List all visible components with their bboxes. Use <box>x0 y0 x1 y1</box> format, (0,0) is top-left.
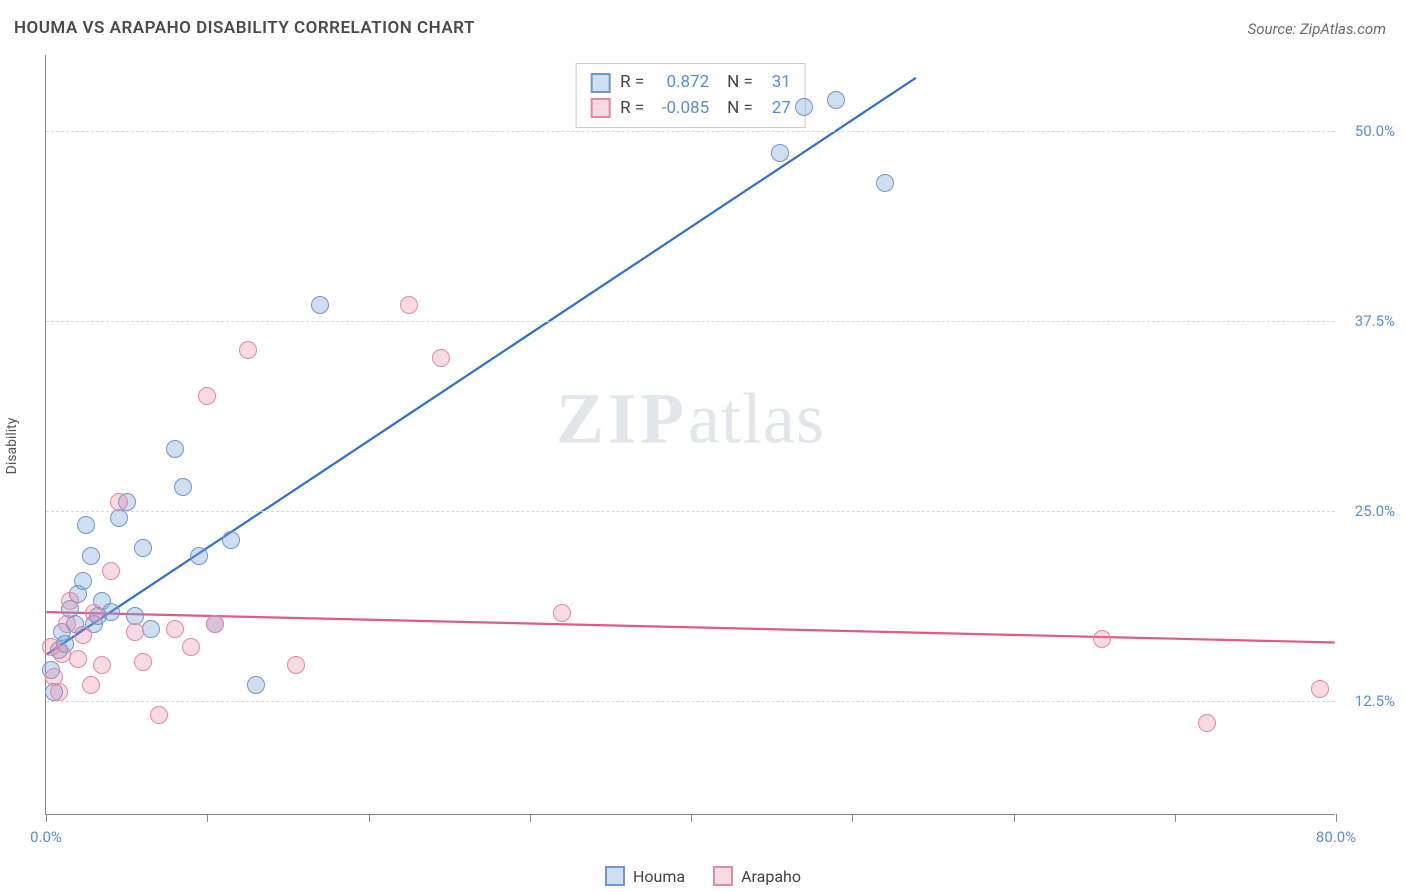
data-point <box>190 547 208 565</box>
correlation-legend: R =0.872N =31R =-0.085N =27 <box>575 63 806 128</box>
data-point <box>102 603 120 621</box>
data-point <box>74 572 92 590</box>
data-point <box>50 683 68 701</box>
data-point <box>795 98 813 116</box>
data-point <box>166 620 184 638</box>
trend-line <box>46 612 1334 642</box>
series-legend: Houma Arapaho <box>605 866 801 886</box>
source-label: Source: ZipAtlas.com <box>1248 20 1386 38</box>
legend-swatch <box>713 866 733 886</box>
data-point <box>74 626 92 644</box>
data-point <box>110 493 128 511</box>
x-tick <box>1175 814 1176 822</box>
data-point <box>61 592 79 610</box>
y-tick-label: 37.5% <box>1340 312 1395 330</box>
data-point <box>150 706 168 724</box>
trend-line <box>46 78 916 655</box>
data-point <box>198 387 216 405</box>
data-point <box>827 91 845 109</box>
data-point <box>126 623 144 641</box>
data-point <box>142 620 160 638</box>
data-point <box>174 478 192 496</box>
legend-swatch <box>590 98 610 118</box>
legend-row: R =0.872N =31 <box>590 70 791 96</box>
y-tick-label: 25.0% <box>1340 502 1395 520</box>
x-tick <box>369 814 370 822</box>
data-point <box>400 296 418 314</box>
data-point <box>134 653 152 671</box>
data-point <box>85 604 103 622</box>
plot-inner: ZIPatlas R =0.872N =31R =-0.085N =27 12.… <box>45 55 1335 815</box>
legend-swatch <box>590 73 610 93</box>
data-point <box>247 676 265 694</box>
x-tick <box>1336 814 1337 822</box>
legend-label: Arapaho <box>741 867 801 886</box>
data-point <box>771 144 789 162</box>
data-point <box>82 547 100 565</box>
data-point <box>553 604 571 622</box>
x-tick <box>691 814 692 822</box>
gridline <box>46 511 1335 512</box>
data-point <box>58 615 76 633</box>
data-point <box>102 562 120 580</box>
x-tick-label: 80.0% <box>1316 828 1356 846</box>
data-point <box>1093 630 1111 648</box>
chart-title: HOUMA VS ARAPAHO DISABILITY CORRELATION … <box>14 18 475 38</box>
gridline <box>46 131 1335 132</box>
legend-label: Houma <box>633 867 685 886</box>
data-point <box>206 615 224 633</box>
data-point <box>222 531 240 549</box>
x-tick <box>207 814 208 822</box>
y-axis-label: Disability <box>4 418 20 475</box>
data-point <box>876 174 894 192</box>
y-tick-label: 50.0% <box>1340 122 1395 140</box>
data-point <box>287 656 305 674</box>
watermark: ZIPatlas <box>556 378 825 461</box>
data-point <box>93 656 111 674</box>
data-point <box>77 516 95 534</box>
plot-area: ZIPatlas R =0.872N =31R =-0.085N =27 12.… <box>45 55 1335 815</box>
legend-row: R =-0.085N =27 <box>590 96 791 122</box>
data-point <box>182 638 200 656</box>
x-tick <box>530 814 531 822</box>
legend-swatch <box>605 866 625 886</box>
legend-item: Houma <box>605 866 685 886</box>
x-tick <box>46 814 47 822</box>
y-tick-label: 12.5% <box>1340 692 1395 710</box>
data-point <box>239 341 257 359</box>
data-point <box>311 296 329 314</box>
data-point <box>432 349 450 367</box>
data-point <box>69 650 87 668</box>
gridline <box>46 321 1335 322</box>
x-tick <box>852 814 853 822</box>
data-point <box>166 440 184 458</box>
data-point <box>134 539 152 557</box>
legend-item: Arapaho <box>713 866 801 886</box>
data-point <box>1198 714 1216 732</box>
data-point <box>82 676 100 694</box>
x-tick <box>1014 814 1015 822</box>
x-tick-label: 0.0% <box>30 828 62 846</box>
data-point <box>1311 680 1329 698</box>
gridline <box>46 701 1335 702</box>
